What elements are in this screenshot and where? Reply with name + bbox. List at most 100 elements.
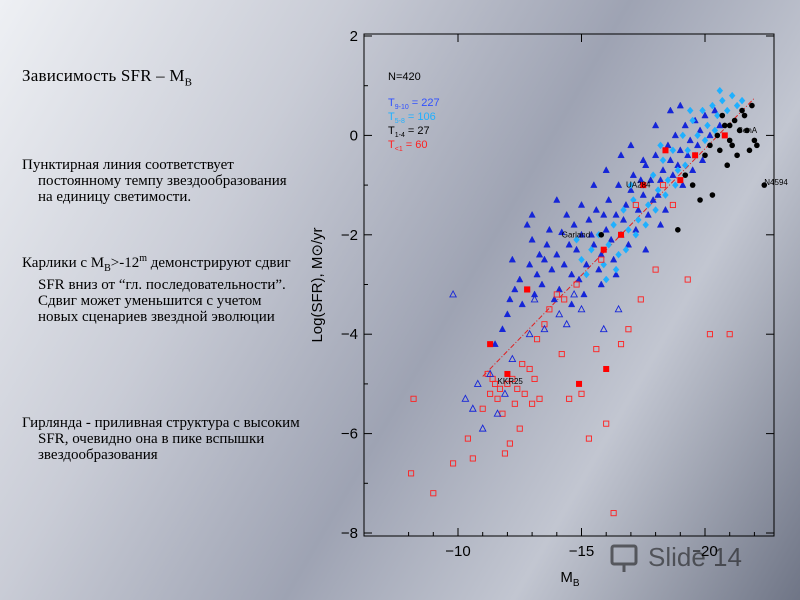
point-diamond (657, 141, 664, 150)
point-triangle (533, 270, 541, 278)
point-triangle (681, 121, 689, 129)
data-points (408, 86, 768, 517)
point-triangle (676, 101, 684, 109)
point-triangle (664, 141, 672, 149)
point-diamond (620, 206, 627, 214)
point-triangle (711, 106, 719, 114)
point-triangle (503, 310, 512, 318)
point-circle (751, 137, 758, 144)
watermark: Slide 14 (610, 542, 742, 572)
point-triangle (572, 245, 581, 253)
point-triangle (612, 210, 620, 218)
x-tick-label: −15 (569, 543, 594, 560)
point-triangle (543, 240, 551, 248)
point-triangle (661, 205, 670, 213)
point-open-square (632, 201, 639, 209)
point-triangle (580, 290, 588, 298)
point-triangle (627, 141, 635, 149)
legend-entry: T5-8 = 106 (388, 111, 436, 125)
point-diamond (602, 275, 610, 284)
point-open-square (501, 450, 508, 457)
point-triangle (679, 181, 687, 188)
point-circle (726, 137, 733, 144)
y-tick-label: 2 (350, 28, 358, 45)
point-triangle (563, 210, 571, 218)
point-triangle (577, 200, 586, 208)
point-diamond (664, 176, 672, 184)
point-diamond (723, 106, 731, 115)
point-open-square (637, 296, 644, 303)
point-open-square (408, 470, 415, 477)
point-diamond (711, 126, 719, 135)
point-open-square (578, 390, 585, 397)
point-triangle (528, 210, 536, 218)
point-diamond (681, 161, 689, 170)
point-triangle (642, 161, 650, 168)
point-diamond (728, 91, 736, 100)
point-circle (744, 127, 750, 134)
point-triangle (511, 285, 519, 293)
point-open-square (529, 400, 536, 407)
point-diamond (684, 146, 691, 155)
point-triangle (701, 111, 709, 119)
point-open-square (558, 351, 565, 358)
point-triangle (535, 250, 544, 258)
point-open-square (516, 425, 523, 432)
point-triangle (656, 220, 665, 228)
point-filled-square (692, 152, 699, 159)
point-diamond (699, 106, 706, 115)
point-circle (721, 122, 728, 129)
point-circle (749, 102, 755, 109)
point-open-triangle (486, 369, 495, 377)
point-open-triangle (525, 329, 534, 338)
y-tick-label: −8 (341, 525, 358, 542)
point-triangle (553, 195, 561, 203)
point-triangle (600, 210, 608, 218)
point-diamond (583, 270, 590, 279)
point-diamond (652, 206, 659, 214)
point-diamond (627, 181, 635, 189)
point-open-triangle (570, 289, 579, 298)
point-circle (741, 112, 748, 119)
point-triangle (609, 255, 618, 263)
point-open-square (511, 400, 518, 407)
point-diamond (600, 260, 607, 269)
point-triangle (639, 156, 647, 163)
point-open-square (504, 380, 511, 387)
point-filled-square (524, 286, 531, 293)
point-diamond (719, 96, 726, 105)
point-circle (724, 162, 731, 169)
point-triangle (617, 151, 625, 159)
paragraph-garland: Гирлянда - приливная структура с высоким… (22, 415, 300, 463)
point-diamond (689, 116, 696, 125)
point-diamond (578, 255, 585, 264)
point-triangle (595, 265, 603, 273)
point-open-square (603, 420, 610, 427)
point-triangle (568, 300, 576, 308)
point-open-triangle (461, 394, 470, 402)
point-diamond (674, 166, 682, 174)
point-triangle (570, 220, 578, 228)
point-triangle (587, 230, 595, 238)
point-triangle (530, 290, 539, 298)
point-triangle (639, 191, 647, 198)
point-triangle (644, 210, 652, 218)
point-open-square (526, 365, 533, 373)
point-triangle (634, 205, 642, 213)
point-triangle (555, 285, 563, 293)
y-tick-label: −6 (341, 426, 358, 443)
point-open-square (617, 341, 625, 348)
point-circle (717, 147, 723, 154)
annotation-label: KKR25 (498, 377, 524, 386)
point-diamond (686, 106, 694, 115)
x-tick-label: −10 (445, 543, 470, 560)
point-circle (682, 172, 689, 178)
point-open-square (652, 266, 659, 273)
point-circle (707, 142, 713, 149)
point-diamond (632, 230, 640, 239)
point-triangle (568, 270, 576, 278)
point-circle (714, 132, 721, 139)
point-open-square (625, 326, 632, 333)
point-diamond (610, 221, 617, 229)
point-open-triangle (555, 309, 564, 318)
